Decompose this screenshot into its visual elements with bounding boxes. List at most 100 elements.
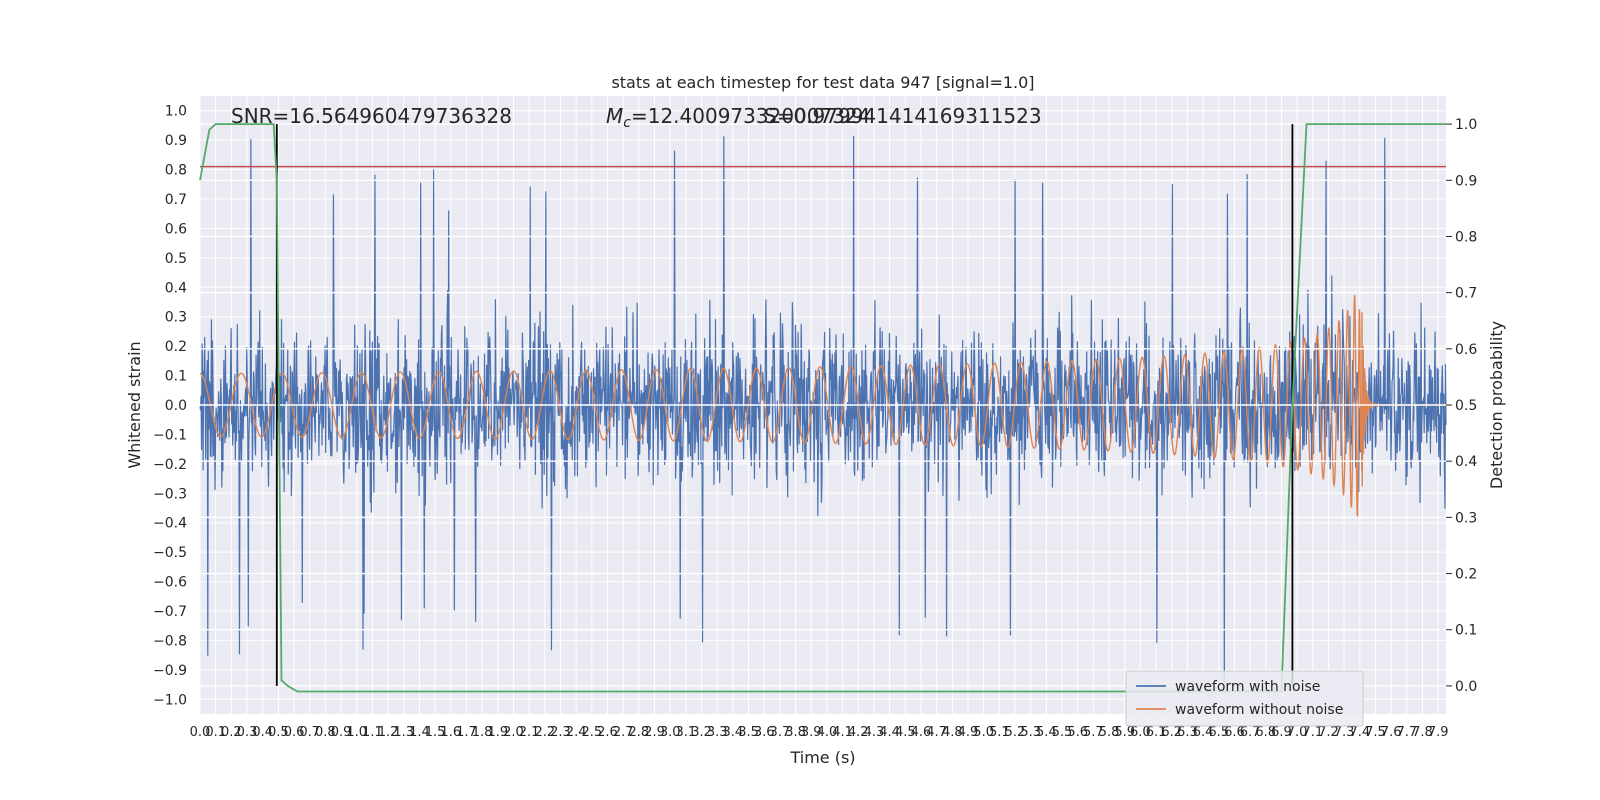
x-tick-label: 1.1	[362, 725, 383, 740]
x-tick-label: 6.8	[1255, 725, 1276, 740]
x-tick-label: 2.5	[581, 725, 602, 740]
y-tick-label-left: 0.7	[165, 192, 187, 208]
snr-annotation: SNR=16.564960479736328	[231, 104, 512, 128]
x-tick-label: 4.4	[879, 725, 900, 740]
y-tick-label-right: 0.5	[1455, 398, 1477, 414]
x-tick-label: 0.6	[284, 725, 305, 740]
y-tick-label-right: 0.3	[1455, 510, 1477, 526]
x-tick-label: 1.6	[440, 725, 461, 740]
y-tick-label-left: −0.1	[153, 427, 187, 443]
legend-label-no-noise: waveform without noise	[1175, 702, 1343, 718]
x-tick-label: 5.0	[973, 725, 994, 740]
y-tick-label-left: −0.7	[153, 604, 187, 620]
x-tick-label: 3.7	[770, 725, 791, 740]
x-tick-label: 0.3	[237, 725, 258, 740]
x-tick-label: 3.3	[707, 725, 728, 740]
waveform-with-noise-line	[199, 135, 1447, 685]
y-tick-label-left: 0.8	[165, 163, 187, 179]
x-tick-label: 1.7	[456, 725, 477, 740]
y-tick-label-left: −0.6	[153, 575, 187, 591]
y-tick-label-right: 0.9	[1455, 173, 1477, 189]
x-tick-label: 6.3	[1177, 725, 1198, 740]
x-tick-label: 3.5	[738, 725, 759, 740]
x-tick-label: 2.4	[566, 725, 587, 740]
x-tick-label: 1.5	[425, 725, 446, 740]
y-ticks-left: 1.0 0.9 0.8 0.7 0.6 0.5 0.4 0.3 0.2 0.1 0.0 −0.1 −0.…	[153, 104, 187, 709]
x-tick-label: 5.8	[1099, 725, 1120, 740]
right-gridlines	[200, 123, 1446, 687]
x-tick-label: 4.8	[942, 725, 963, 740]
x-tick-label: 3.6	[754, 725, 775, 740]
mc-symbol: M	[606, 104, 623, 128]
x-tick-label: 6.0	[1130, 725, 1151, 740]
x-tick-label: 4.2	[848, 725, 869, 740]
x-tick-label: 1.4	[409, 725, 430, 740]
y-tick-label-left: 0.5	[165, 251, 187, 267]
y-tick-label-left: −0.3	[153, 486, 187, 502]
x-tick-label: 3.2	[691, 725, 712, 740]
x-tick-label: 7.5	[1365, 725, 1386, 740]
x-tick-label: 4.6	[911, 725, 932, 740]
x-tick-label: 7.0	[1287, 725, 1308, 740]
series-waveform-without-noise	[199, 295, 1446, 518]
x-tick-label: 6.6	[1224, 725, 1245, 740]
x-tick-label: 4.1	[832, 725, 853, 740]
x-tick-label: 6.7	[1240, 725, 1261, 740]
x-tick-label: 7.9	[1428, 725, 1449, 740]
overlap-annotation: S=0.979941414169311523	[764, 104, 1042, 128]
mc-value: =12.400973320007324	[631, 104, 870, 128]
legend-box	[1125, 670, 1364, 727]
series-detection-probability	[199, 123, 1446, 693]
x-tick-label: 0.8	[315, 725, 336, 740]
y-tick-label-right: 0.8	[1455, 229, 1477, 245]
x-tick-label: 5.5	[1052, 725, 1073, 740]
detection-probability-line	[199, 123, 1446, 693]
x-tick-label: 7.8	[1412, 725, 1433, 740]
x-tick-label: 6.9	[1271, 725, 1292, 740]
x-tick-label: 5.4	[1036, 725, 1057, 740]
x-tick-label: 6.2	[1161, 725, 1182, 740]
x-tick-label: 6.5	[1208, 725, 1229, 740]
x-tick-label: 3.1	[676, 725, 697, 740]
x-tick-label: 7.1	[1302, 725, 1323, 740]
y-axis-label-right: Detection probability	[1487, 321, 1506, 489]
y-tick-label-left: 0.3	[165, 310, 187, 326]
y-tick-label-left: 0.2	[165, 339, 187, 355]
mc-subscript: c	[623, 115, 631, 131]
y-tick-label-left: 0.0	[165, 398, 187, 414]
x-tick-label: 1.2	[378, 725, 399, 740]
x-tick-label: 5.1	[989, 725, 1010, 740]
y-axis-label-left: Whitened strain	[125, 341, 144, 468]
x-tick-label: 6.4	[1193, 725, 1214, 740]
x-tick-label: 7.6	[1381, 725, 1402, 740]
legend: waveform with noise waveform without noi…	[1125, 670, 1364, 727]
x-tick-label: 2.0	[503, 725, 524, 740]
y-tick-label-right: 0.1	[1455, 623, 1477, 639]
x-ticks: 0.00.10.20.30.40.50.60.70.80.91.01.11.21…	[190, 725, 1449, 740]
x-tick-label: 2.1	[519, 725, 540, 740]
x-tick-label: 3.0	[660, 725, 681, 740]
x-tick-label: 2.7	[613, 725, 634, 740]
left-gridlines	[200, 110, 1446, 700]
x-tick-label: 0.5	[268, 725, 289, 740]
x-tick-label: 4.7	[926, 725, 947, 740]
x-tick-label: 2.3	[550, 725, 571, 740]
y-tick-label-left: −0.5	[153, 545, 187, 561]
y-tick-label-right: 0.0	[1455, 679, 1477, 695]
x-tick-label: 5.6	[1067, 725, 1088, 740]
x-tick-label: 0.0	[190, 725, 211, 740]
x-tick-label: 1.3	[393, 725, 414, 740]
y-tick-label-left: 0.1	[165, 369, 187, 385]
y-ticks-right: 1.0 0.9 0.8 0.7 0.6 0.5 0.4 0.3 0.2 0.1 0.0	[1446, 117, 1477, 695]
y-tick-label-left: −0.9	[153, 663, 187, 679]
y-tick-label-left: 0.6	[165, 221, 187, 237]
y-tick-label-left: −0.4	[153, 516, 187, 532]
x-tick-label: 3.8	[785, 725, 806, 740]
x-tick-label: 7.2	[1318, 725, 1339, 740]
x-tick-label: 7.4	[1349, 725, 1370, 740]
y-tick-label-left: −1.0	[153, 692, 187, 708]
x-tick-label: 5.2	[1005, 725, 1026, 740]
x-tick-label: 4.0	[817, 725, 838, 740]
x-tick-label: 1.0	[346, 725, 367, 740]
